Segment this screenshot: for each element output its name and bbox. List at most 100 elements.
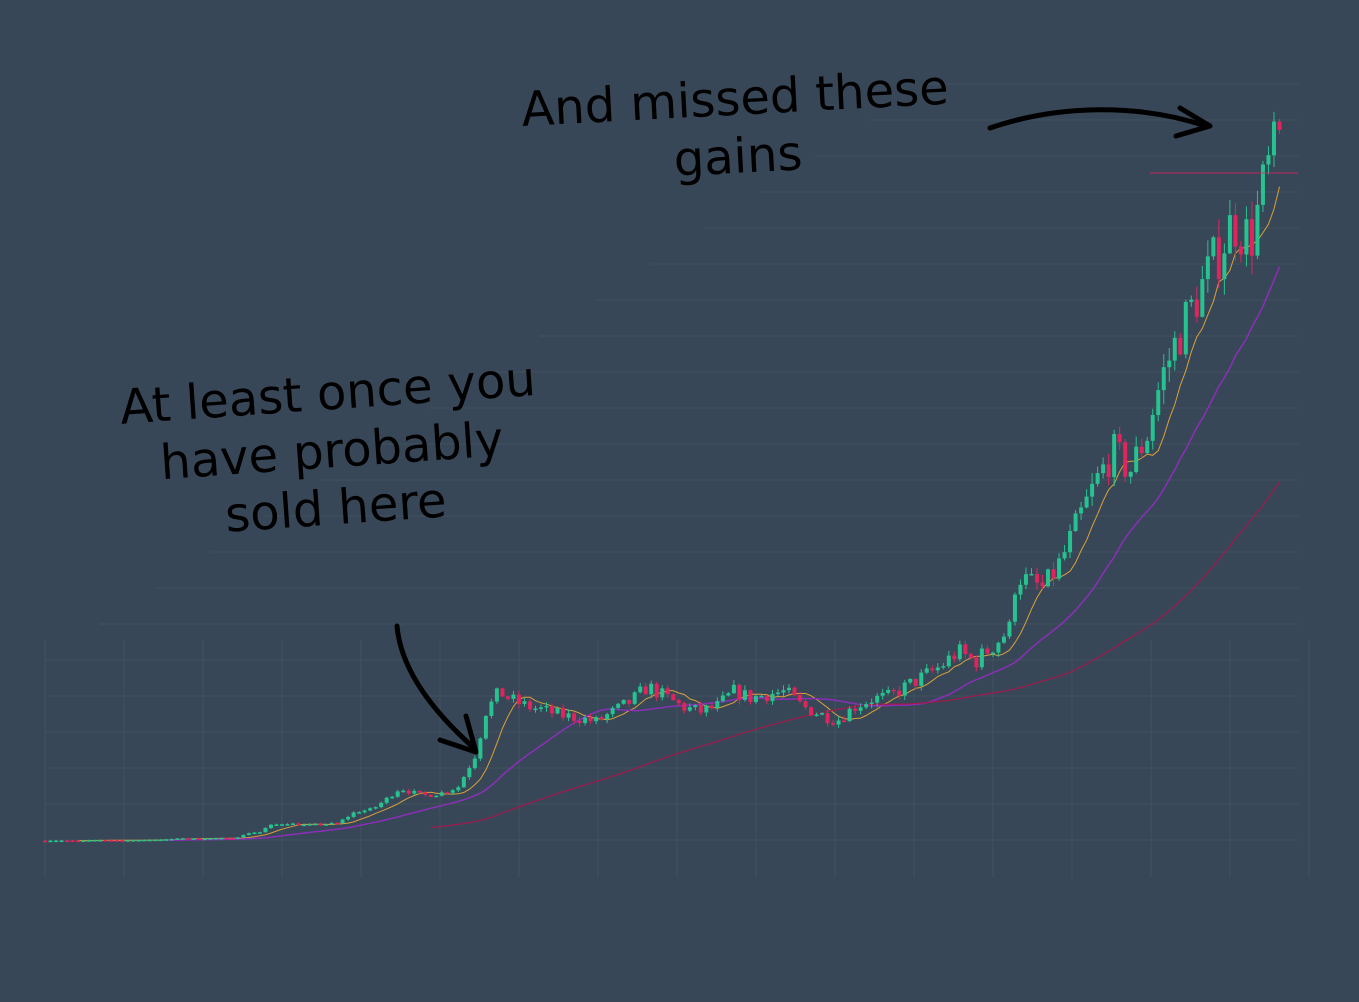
candle-up xyxy=(54,840,59,843)
candle-down xyxy=(709,705,714,709)
candle-up xyxy=(472,758,477,769)
candle-down xyxy=(891,689,896,692)
candles xyxy=(43,111,1282,843)
candle-down xyxy=(296,823,301,826)
candle-up xyxy=(820,713,825,715)
candle-up xyxy=(180,838,185,840)
candle-up xyxy=(869,702,874,705)
candle-up xyxy=(202,838,207,841)
candle-down xyxy=(428,794,433,797)
candle-up xyxy=(687,707,692,711)
candle-up xyxy=(131,840,136,842)
candle-up xyxy=(979,648,984,668)
candle-up xyxy=(781,690,786,693)
candle-up xyxy=(142,839,147,842)
candle-up xyxy=(164,839,169,841)
candle-down xyxy=(698,705,703,713)
candle-up xyxy=(1167,360,1172,368)
candle-up xyxy=(412,790,417,794)
candle-down xyxy=(1051,569,1056,579)
annotation-arrows xyxy=(394,105,1213,755)
candle-up xyxy=(621,699,626,704)
candle-up xyxy=(941,666,946,668)
candle-up xyxy=(715,701,720,709)
candle-down xyxy=(913,678,918,686)
candle-up xyxy=(847,708,852,722)
candle-up xyxy=(125,840,130,842)
candle-up xyxy=(1068,530,1073,553)
candle-down xyxy=(930,668,935,671)
candle-up xyxy=(48,840,53,843)
candle-down xyxy=(897,690,902,696)
candle-up xyxy=(610,707,615,715)
candle-down xyxy=(550,705,555,714)
candle-up xyxy=(544,705,549,708)
candle-up xyxy=(390,796,395,799)
candle-down xyxy=(76,840,81,843)
candle-down xyxy=(1238,246,1243,255)
candle-up xyxy=(235,837,240,839)
candle-up xyxy=(1079,507,1084,514)
candle-up xyxy=(649,683,654,695)
arrow-missed xyxy=(987,107,1209,131)
candle-up xyxy=(1101,464,1106,474)
candle-up xyxy=(279,824,284,826)
candle-up xyxy=(775,692,780,695)
candle-up xyxy=(191,838,196,840)
candle-up xyxy=(1227,215,1232,254)
candle-up xyxy=(81,840,86,843)
candle-up xyxy=(924,668,929,673)
candle-up xyxy=(395,791,400,797)
candle-up xyxy=(522,701,527,704)
candle-down xyxy=(1194,299,1199,317)
candle-up xyxy=(511,694,516,699)
candle-up xyxy=(632,692,637,704)
candle-up xyxy=(489,701,494,716)
candle-down xyxy=(197,838,202,840)
candle-down xyxy=(1216,237,1221,280)
candle-up xyxy=(1073,513,1078,531)
candle-down xyxy=(500,688,505,697)
candle-up xyxy=(875,695,880,703)
candle-up xyxy=(908,678,913,683)
candle-down xyxy=(825,713,830,724)
candle-up xyxy=(87,840,92,842)
candle-down xyxy=(974,657,979,668)
candle-down xyxy=(1106,464,1111,478)
candle-down xyxy=(737,684,742,700)
candle-down xyxy=(318,823,323,826)
candle-down xyxy=(65,840,70,842)
candle-down xyxy=(1123,442,1128,477)
candle-down xyxy=(676,700,681,704)
candle-up xyxy=(1084,496,1089,508)
candle-down xyxy=(70,840,75,843)
ma-short-line xyxy=(78,186,1280,842)
candle-down xyxy=(853,708,858,711)
candle-up xyxy=(456,787,461,791)
candle-up xyxy=(450,790,455,793)
candle-up xyxy=(268,824,273,829)
candle-down xyxy=(516,694,521,704)
candle-up xyxy=(147,839,152,842)
candle-up xyxy=(307,824,312,826)
candle-up xyxy=(329,822,334,825)
candle-down xyxy=(505,696,510,699)
candle-up xyxy=(726,693,731,696)
candle-up xyxy=(770,693,775,702)
candle-up xyxy=(594,717,599,722)
candle-down xyxy=(764,695,769,702)
candle-up xyxy=(384,797,389,803)
candle-up xyxy=(1260,164,1265,205)
candle-up xyxy=(787,687,791,691)
candle-up xyxy=(1012,594,1017,622)
candle-up xyxy=(1189,299,1194,302)
candle-up xyxy=(379,802,384,808)
candle-up xyxy=(257,832,262,834)
candle-down xyxy=(1277,121,1282,130)
candle-up xyxy=(246,833,251,835)
candle-up xyxy=(1134,446,1139,473)
candle-down xyxy=(1040,582,1045,587)
candle-up xyxy=(1029,573,1034,576)
annotation-missed: And missed these gains xyxy=(520,60,953,197)
